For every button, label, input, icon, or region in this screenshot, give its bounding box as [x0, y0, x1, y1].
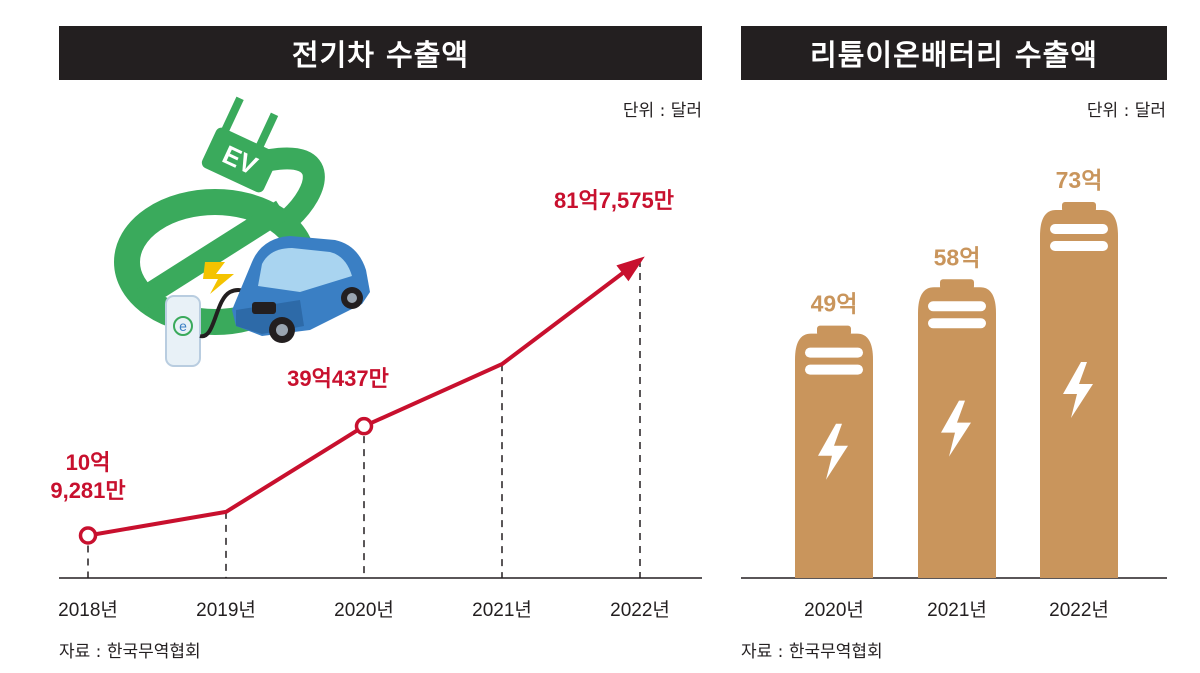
ev-cable-shape	[268, 147, 325, 227]
battery-lightning-icon	[1063, 362, 1093, 418]
ev-x-tick-label: 2018년	[58, 599, 118, 621]
ev-charging-car-icon: EV e	[114, 96, 370, 367]
ev-data-point	[78, 526, 98, 545]
battery-source-label: 자료 : 한국무역협회	[741, 642, 883, 662]
ev-value-label: 39억437만	[287, 366, 389, 391]
ev-ring-slash	[134, 200, 288, 310]
battery-x-tick-label: 2020년	[804, 599, 864, 621]
ev-x-tick-label: 2022년	[610, 599, 670, 621]
battery-panel-title: 리튬이온배터리 수출액	[741, 26, 1167, 80]
battery-bar	[795, 325, 873, 578]
charging-station-shape	[165, 295, 201, 367]
charging-station-text: e	[179, 318, 187, 334]
ev-arrow-head	[616, 256, 645, 282]
battery-lightning-icon	[818, 423, 848, 480]
ev-data-point	[354, 416, 374, 436]
ev-plug-icon: EV	[201, 96, 279, 193]
battery-export-bar-chart: 49억 58억 73억 2020년 2021년 2022년	[741, 167, 1167, 621]
battery-lightning-icon	[941, 400, 971, 457]
battery-value-label: 73억	[1056, 167, 1103, 193]
ev-value-label: 81억7,575만	[554, 188, 674, 213]
ev-x-tick-label: 2021년	[472, 599, 532, 621]
battery-unit-label: 단위 : 달러	[1086, 101, 1166, 121]
ev-export-line-chart: 10억 9,281만 39억437만 81억7,575만 2018년 2019년 2020…	[50, 188, 702, 621]
battery-value-label: 49억	[811, 291, 858, 317]
battery-bar	[1040, 202, 1118, 578]
ev-unit-label: 단위 : 달러	[622, 101, 702, 121]
ev-value-label: 10억	[66, 450, 111, 475]
ev-value-label: 9,281만	[50, 478, 125, 503]
ev-x-tick-label: 2020년	[334, 599, 394, 621]
ev-x-tick-label: 2019년	[196, 599, 256, 621]
battery-bar	[918, 279, 996, 578]
ev-panel-title: 전기차 수출액	[59, 26, 702, 80]
lightning-icon	[203, 262, 234, 294]
ev-source-label: 자료 : 한국무역협회	[59, 642, 201, 662]
battery-x-tick-label: 2021년	[927, 599, 987, 621]
battery-x-tick-label: 2022년	[1049, 599, 1109, 621]
battery-value-label: 58억	[934, 244, 981, 270]
